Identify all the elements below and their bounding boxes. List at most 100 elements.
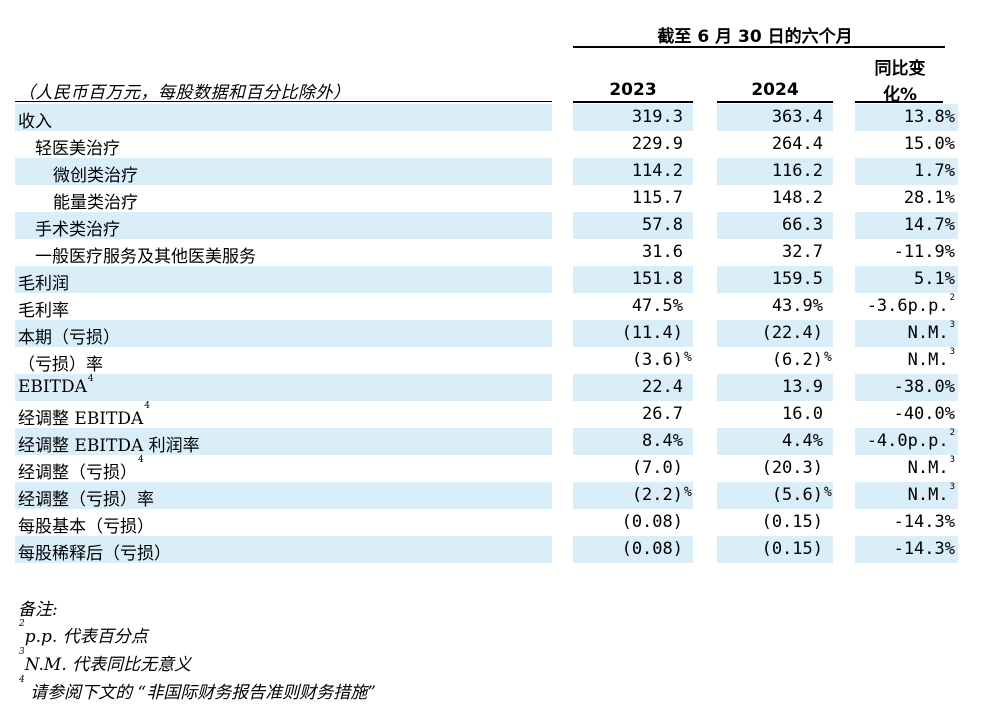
row-stripe <box>15 104 552 131</box>
table-row: EBITDA4 22.4 13.9 -38.0% <box>15 374 990 401</box>
value-2023: 319.3 <box>631 107 683 127</box>
value-change: -40.0% <box>894 404 955 424</box>
percent-sign: % <box>684 485 692 500</box>
row-stripe <box>15 320 552 347</box>
row-stripe <box>573 374 693 401</box>
value-change-text: -11.9% <box>893 242 955 262</box>
row-stripe <box>15 266 552 293</box>
row-label: 能量类治疗 <box>53 193 138 213</box>
row-stripe <box>573 104 693 131</box>
value-2023: 114.2 <box>631 161 683 181</box>
row-stripe <box>855 374 958 401</box>
table-row: （亏损）率 (3.6) (6.2)%% N.M.3 <box>15 347 990 375</box>
row-label: （亏损）率 <box>18 355 103 375</box>
row-label: 经调整 EBITDA 利润率 <box>18 436 200 456</box>
unit-note: （人民币百万元，每股数据和百分比除外） <box>18 83 351 103</box>
value-change-text: N.M. <box>907 458 949 478</box>
table-row: 毛利率 47.5% 43.9% -3.6p.p.2 <box>15 293 990 321</box>
value-change-text: -14.3% <box>893 539 955 559</box>
value-2024: (22.4) <box>761 323 823 343</box>
row-stripe <box>855 320 958 347</box>
row-label: 经调整（亏损）率 <box>18 490 154 510</box>
row-stripe <box>855 212 958 239</box>
percent-sign: % <box>684 350 692 365</box>
value-change: N.M.3 <box>907 455 955 478</box>
row-label: 收入 <box>18 112 52 132</box>
value-change: 14.7% <box>904 215 955 235</box>
value-2023: 57.8 <box>642 215 683 235</box>
row-stripe <box>15 158 552 185</box>
row-label-with-footnote: EBITDA4 <box>18 374 94 397</box>
value-2023: (2.2) <box>631 485 683 505</box>
row-stripe <box>573 212 693 239</box>
col-header-2023: 2023 <box>609 80 657 100</box>
value-2024: 159.5 <box>771 269 823 289</box>
row-stripe <box>717 374 833 401</box>
row-stripe <box>717 320 833 347</box>
row-label: 本期（亏损） <box>18 328 120 348</box>
row-stripe <box>573 266 693 293</box>
value-change-text: N.M. <box>907 323 949 343</box>
value-2024: 363.4 <box>771 107 823 127</box>
value-2024: 4.4% <box>782 431 823 451</box>
row-stripe <box>15 374 552 401</box>
table-row: 轻医美治疗 229.9 264.4 15.0% <box>15 131 990 159</box>
row-label: 轻医美治疗 <box>35 139 120 159</box>
row-label: 每股基本（亏损） <box>18 517 154 537</box>
row-stripe <box>717 482 833 509</box>
period-header-rule <box>573 46 945 48</box>
value-2023: 229.9 <box>631 134 683 154</box>
unit-note-rule <box>15 101 552 102</box>
value-change-text: N.M. <box>907 350 949 370</box>
value-2023: 31.6 <box>642 242 683 262</box>
row-stripe <box>855 158 958 185</box>
table-row: 每股基本（亏损） (0.08) (0.15) -14.3% <box>15 509 990 537</box>
row-stripe <box>855 104 958 131</box>
footnote-marker: 4 <box>144 401 151 411</box>
row-label: 手术类治疗 <box>35 220 120 240</box>
row-label: EBITDA <box>18 377 87 397</box>
col-header-2024: 2024 <box>751 80 799 100</box>
col-2024-rule <box>717 101 833 103</box>
value-change: 13.8% <box>904 107 955 127</box>
value-change: -14.3% <box>894 539 955 559</box>
value-change: 15.0% <box>904 134 955 154</box>
table-row: 本期（亏损） (11.4) (22.4) N.M.3 <box>15 320 990 348</box>
row-stripe <box>717 428 833 455</box>
value-change-text: -3.6p.p. <box>866 296 949 316</box>
col-header-change-line1: 同比变 <box>874 59 926 79</box>
value-change-text: N.M. <box>907 485 949 505</box>
footnote-marker: 4 <box>87 374 94 384</box>
row-stripe <box>573 536 693 563</box>
value-2023: 8.4% <box>642 431 683 451</box>
row-stripe <box>15 482 552 509</box>
row-label-with-footnote: 经调整 EBITDA4 <box>18 401 151 429</box>
row-label-with-footnote: 经调整（亏损）4 <box>18 455 144 483</box>
value-change-text: -40.0% <box>893 404 955 424</box>
value-change: 1.7% <box>914 161 955 181</box>
row-stripe <box>855 482 958 509</box>
row-label: 一般医疗服务及其他医美服务 <box>35 247 256 267</box>
value-2023: (3.6) <box>631 350 683 370</box>
table-row: 微创类治疗 114.2 116.2 1.7% <box>15 158 990 186</box>
value-change-text: -14.3% <box>893 512 955 532</box>
value-change-text: 28.1% <box>903 188 955 208</box>
col-header-change-line2: 化% <box>882 85 918 105</box>
value-2023: 151.8 <box>631 269 683 289</box>
value-change: N.M.3 <box>907 347 955 370</box>
row-label: 经调整（亏损） <box>18 463 137 483</box>
value-2024: 66.3 <box>782 215 823 235</box>
footnote-marker: 2 <box>949 293 955 303</box>
value-2024: 264.4 <box>771 134 823 154</box>
value-change-text: 15.0% <box>903 134 955 154</box>
value-change: -38.0% <box>894 377 955 397</box>
value-2024: (20.3) <box>761 458 823 478</box>
value-change-text: 1.7% <box>914 161 955 181</box>
value-2024: 43.9% <box>771 296 823 316</box>
table-row: 经调整 EBITDA 利润率 8.4% 4.4% -4.0p.p.2 <box>15 428 990 456</box>
value-change: 5.1% <box>914 269 955 289</box>
table-row: 每股稀释后（亏损） (0.08) (0.15) -14.3% <box>15 536 990 564</box>
percent-sign: % <box>824 350 832 365</box>
value-change: -14.3% <box>894 512 955 532</box>
row-stripe <box>717 266 833 293</box>
